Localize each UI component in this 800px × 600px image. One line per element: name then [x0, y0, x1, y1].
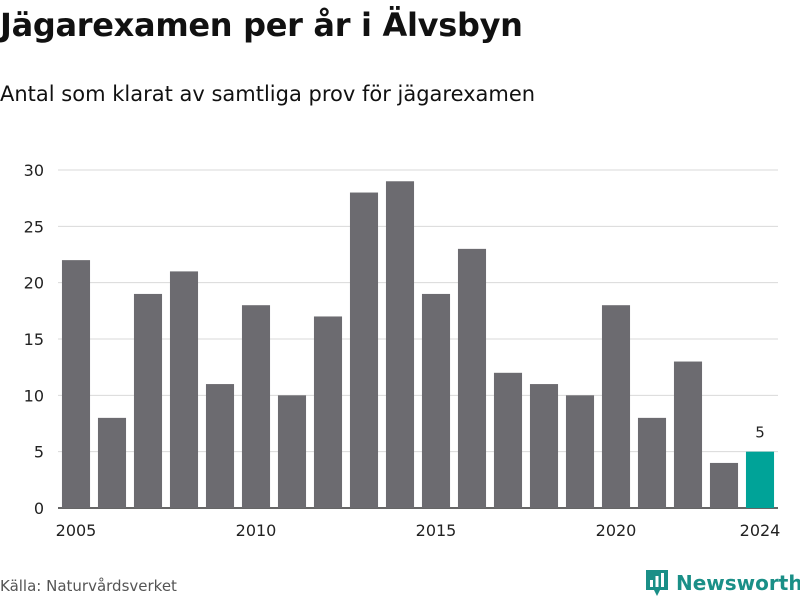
bar — [169, 271, 199, 508]
bar — [745, 451, 775, 508]
bar — [421, 293, 451, 508]
newsworthy-logo-icon — [646, 570, 668, 596]
bar-chart: 0 5 10 15 20 25 30 5 2005 2010 2015 2020 2024 — [24, 161, 781, 540]
x-axis-ticks: 2005 2010 2015 2020 2024 — [56, 521, 781, 540]
bar — [133, 293, 163, 508]
bar — [457, 248, 487, 508]
bar — [313, 316, 343, 508]
y-tick-label: 5 — [34, 443, 44, 462]
chart-title: Jägarexamen per år i Älvsbyn — [0, 6, 523, 44]
y-tick-label: 15 — [24, 330, 44, 349]
source-note: Källa: Naturvårdsverket — [0, 577, 177, 595]
bar — [565, 395, 595, 508]
brand-name: Newsworthy — [676, 571, 800, 595]
data-labels: 5 — [755, 424, 765, 442]
y-tick-label: 0 — [34, 499, 44, 518]
bar — [709, 462, 739, 508]
bar — [529, 384, 559, 508]
y-tick-label: 20 — [24, 274, 44, 293]
bars — [61, 181, 775, 508]
bar — [277, 395, 307, 508]
bar — [205, 384, 235, 508]
y-axis-ticks: 0 5 10 15 20 25 30 — [24, 161, 44, 518]
bar — [97, 417, 127, 508]
x-tick-label: 2015 — [416, 521, 457, 540]
brand-logo[interactable]: Newsworthy — [644, 568, 800, 598]
bar — [493, 372, 523, 508]
x-tick-label: 2024 — [740, 521, 781, 540]
data-label: 5 — [755, 424, 765, 442]
x-tick-label: 2010 — [236, 521, 277, 540]
bar — [385, 181, 415, 508]
bar — [673, 361, 703, 508]
x-tick-label: 2005 — [56, 521, 97, 540]
bar — [241, 305, 271, 508]
bar — [601, 305, 631, 508]
gridlines — [58, 169, 778, 509]
bar — [637, 417, 667, 508]
bar — [61, 260, 91, 508]
y-tick-label: 10 — [24, 386, 44, 405]
bar — [349, 192, 379, 508]
y-tick-label: 25 — [24, 217, 44, 236]
chart-subtitle: Antal som klarat av samtliga prov för jä… — [0, 82, 536, 106]
y-tick-label: 30 — [24, 161, 44, 180]
x-tick-label: 2020 — [596, 521, 637, 540]
